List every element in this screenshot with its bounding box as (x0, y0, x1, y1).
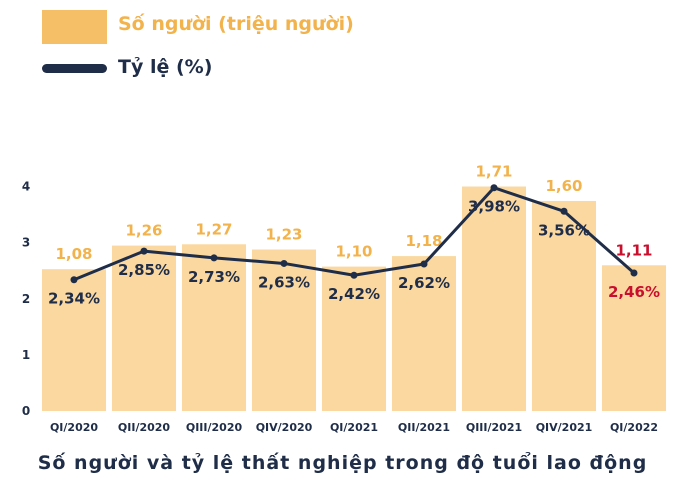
y-tick-label: 0 (22, 404, 30, 418)
bar (112, 245, 176, 411)
x-tick-label: QIV/2020 (256, 421, 313, 434)
bar (322, 266, 386, 411)
legend-line-label: Tỷ lệ (%) (118, 56, 213, 78)
bar (462, 186, 526, 411)
rate-point (210, 254, 218, 262)
rate-point (560, 207, 568, 215)
rate-point (630, 269, 638, 277)
rate-value-label: 3,98% (468, 198, 520, 216)
bar-value-label: 1,10 (335, 243, 372, 261)
rate-point (140, 247, 148, 255)
rate-value-label: 2,62% (398, 274, 450, 292)
legend-bar-label: Số người (triệu người) (118, 13, 354, 35)
rate-value-label: 2,42% (328, 285, 380, 303)
rate-value-label: 2,34% (48, 290, 100, 308)
rate-value-label: 3,56% (538, 221, 590, 239)
x-tick-label: QIV/2021 (536, 421, 593, 434)
legend-bar-swatch (42, 10, 107, 44)
x-tick-label: QIII/2021 (466, 421, 522, 434)
y-tick-label: 2 (22, 292, 30, 306)
chart-title: Số người và tỷ lệ thất nghiệp trong độ t… (37, 452, 648, 474)
bar-value-label: 1,27 (195, 220, 232, 238)
x-tick-label: QII/2020 (118, 421, 171, 434)
x-tick-label: QIII/2020 (186, 421, 243, 434)
bar-value-label: 1,08 (55, 245, 92, 263)
rate-point (420, 260, 428, 268)
x-tick-label: QII/2021 (398, 421, 450, 434)
bar-value-label: 1,11 (615, 241, 652, 259)
bar (42, 269, 106, 411)
bar (532, 200, 596, 411)
x-tick-label: QI/2021 (330, 421, 378, 434)
bar-value-label: 1,18 (405, 232, 442, 250)
x-tick-label: QI/2020 (50, 421, 98, 434)
y-tick-label: 3 (22, 236, 30, 250)
bar-value-label: 1,26 (125, 222, 162, 240)
rate-value-label: 2,63% (258, 273, 310, 291)
x-tick-label: QI/2022 (610, 421, 658, 434)
rate-value-label: 2,46% (608, 283, 660, 301)
bar (602, 265, 666, 411)
rate-point (490, 184, 498, 192)
rate-value-label: 2,73% (188, 268, 240, 286)
legend-line-swatch (42, 64, 107, 73)
bar (182, 244, 246, 411)
bar-value-label: 1,23 (265, 226, 302, 244)
bar (252, 249, 316, 411)
rate-point (70, 276, 78, 284)
y-tick-label: 4 (22, 180, 30, 194)
bar-value-label: 1,71 (475, 163, 512, 181)
bar (392, 256, 456, 411)
rate-point (280, 259, 288, 267)
y-tick-label: 1 (22, 348, 30, 362)
bar-value-label: 1,60 (545, 177, 582, 195)
rate-point (350, 271, 358, 279)
rate-value-label: 2,85% (118, 261, 170, 279)
